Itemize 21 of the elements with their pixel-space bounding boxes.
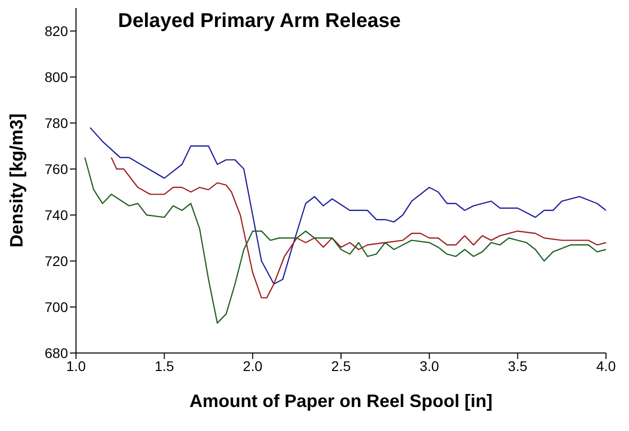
x-tick-label: 4.0 <box>596 358 616 374</box>
line-series <box>90 127 606 285</box>
y-tick-label: 740 <box>44 206 68 223</box>
y-tick-label: 680 <box>44 344 68 361</box>
y-tick-label: 800 <box>44 68 68 85</box>
y-tick-label: 720 <box>44 252 68 269</box>
chart-title: Delayed Primary Arm Release <box>118 10 401 33</box>
x-tick-label: 3.0 <box>420 358 440 374</box>
x-tick-label: 1.0 <box>66 358 86 374</box>
y-tick-label: 760 <box>44 160 68 177</box>
line-series <box>84 156 606 324</box>
y-axis-title: Density [kg/m3] <box>6 113 26 248</box>
y-tick-label: 780 <box>44 114 68 131</box>
x-tick-label: 1.5 <box>154 358 174 374</box>
x-tick-label: 2.0 <box>242 358 263 374</box>
line-series <box>110 156 606 298</box>
y-tick-label: 820 <box>44 22 68 39</box>
y-tick-label: 700 <box>44 298 68 315</box>
x-tick-label: 3.5 <box>508 358 528 374</box>
x-axis-title: Amount of Paper on Reel Spool [in] <box>190 391 492 411</box>
x-tick-label: 2.5 <box>331 358 351 374</box>
